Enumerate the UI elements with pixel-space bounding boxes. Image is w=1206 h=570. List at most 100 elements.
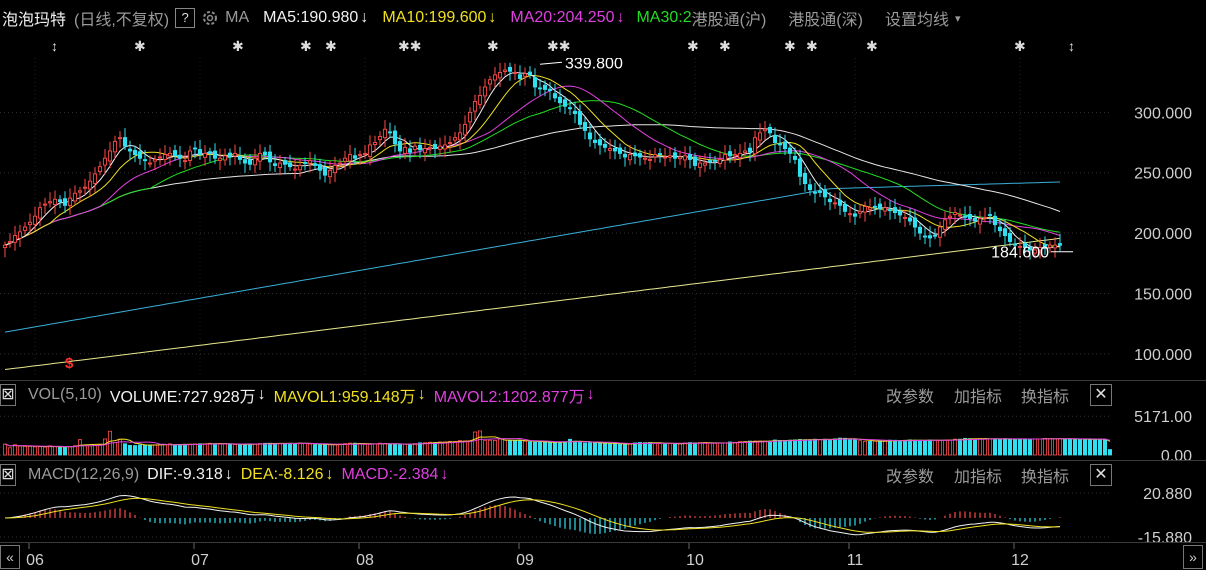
scroll-left-icon[interactable]: « (0, 545, 20, 569)
event-star-icon[interactable]: ✱ (325, 38, 337, 54)
candle (197, 149, 203, 156)
volume-bar (297, 442, 302, 456)
event-star-icon[interactable]: ✱ (866, 38, 878, 54)
macd-title[interactable]: MACD(12,26,9) (28, 466, 140, 483)
volume-bar (497, 438, 502, 456)
volume-bar (1028, 438, 1033, 456)
up-down-marker-icon[interactable]: ↕ (51, 38, 58, 54)
candle (117, 137, 123, 140)
volume-bar (432, 442, 437, 456)
volume-bar (833, 438, 838, 456)
volume-bar (668, 443, 673, 456)
candle (57, 199, 63, 203)
scroll-right-icon[interactable]: » (1183, 545, 1203, 569)
event-star-icon[interactable]: ✱✱ (398, 38, 422, 54)
candle (52, 198, 58, 206)
candle (957, 214, 963, 217)
volume-bar (422, 442, 427, 456)
swap-indicator-button[interactable]: 换指标 (1021, 469, 1070, 486)
volume-bar (628, 443, 633, 456)
candle (172, 150, 178, 157)
volume-bar (357, 443, 362, 456)
volume-bar (883, 440, 888, 456)
dea-line (4, 497, 1061, 533)
event-star-icon[interactable]: ✱ (784, 38, 796, 54)
close-icon[interactable]: ✕ (1090, 464, 1112, 486)
collapse-icon[interactable]: ⊠ (0, 464, 16, 486)
volume-bar (1063, 438, 1068, 456)
candle (322, 167, 328, 176)
candlestick-chart[interactable]: 300.000 250.000 200.000 150.000 100.000 339.8… (0, 58, 1206, 378)
event-star-icon[interactable]: ✱ (300, 38, 312, 54)
volume-bar (33, 446, 38, 456)
volume-bar (267, 442, 272, 456)
candle (572, 110, 578, 114)
up-down-marker-icon[interactable]: ↕ (1068, 38, 1075, 54)
event-star-icon[interactable]: ✱ (487, 38, 499, 54)
candle (467, 111, 473, 123)
candle (97, 166, 103, 173)
volume-bar (713, 442, 718, 456)
candle (927, 235, 933, 239)
volume-bar (452, 441, 457, 456)
add-indicator-button[interactable]: 加指标 (954, 469, 1003, 486)
candle (307, 160, 313, 164)
candle (457, 132, 463, 141)
ma5-value: MA5:190.980 (263, 9, 359, 26)
event-star-icon[interactable]: ✱ (719, 38, 731, 54)
macd-chart[interactable]: 20.880 -15.880 (0, 488, 1206, 542)
volume-bar (913, 439, 918, 456)
close-icon[interactable]: ✕ (1090, 384, 1112, 406)
volume-bar (933, 439, 938, 456)
hk-connect-sz-button[interactable]: 港股通(深) (788, 12, 863, 29)
candle (312, 163, 318, 166)
volume-chart[interactable]: 5171.00 0.00 (0, 408, 1206, 460)
volume-bar (38, 446, 43, 456)
volume-bar (317, 444, 322, 456)
volume-bar (723, 442, 728, 456)
candle (777, 143, 783, 146)
collapse-icon[interactable]: ⊠ (0, 384, 16, 406)
set-ma-button[interactable]: 设置均线 (884, 12, 949, 29)
event-star-icon[interactable]: ✱ (232, 38, 244, 54)
event-star-icon[interactable]: ✱✱ (547, 38, 571, 54)
volume-bar (257, 443, 262, 456)
stock-name[interactable]: 泡泡玛特 (2, 12, 67, 29)
candle (642, 157, 648, 160)
candle (282, 160, 288, 165)
vol-title[interactable]: VOL(5,10) (28, 386, 102, 403)
candle (267, 151, 273, 163)
volume-bar (202, 443, 207, 456)
candle (417, 144, 423, 151)
event-star-icon[interactable]: ✱ (687, 38, 699, 54)
event-star-icon[interactable]: ✱ (1014, 38, 1026, 54)
candle (627, 154, 633, 161)
volume-bar (1108, 449, 1113, 456)
volume-bar (437, 441, 442, 456)
candle (412, 145, 418, 150)
period-mode[interactable]: (日线,不复权) (74, 12, 170, 29)
candle (72, 192, 78, 202)
caret-down-icon[interactable]: ▾ (954, 12, 961, 25)
volume-bar (798, 439, 803, 456)
volume-bar (743, 441, 748, 456)
volume-bar (648, 442, 653, 456)
volume-bar (367, 444, 372, 456)
volume-bar (903, 439, 908, 456)
event-star-icon[interactable]: ✱ (134, 38, 146, 54)
volume-bar (653, 442, 658, 456)
gear-icon[interactable] (201, 9, 219, 27)
swap-indicator-button[interactable]: 换指标 (1021, 389, 1070, 406)
low-label: 184.600 (991, 245, 1049, 262)
add-indicator-button[interactable]: 加指标 (954, 389, 1003, 406)
hk-connect-sh-button[interactable]: 港股通(沪) (691, 12, 767, 29)
volume-bar (868, 441, 873, 456)
help-icon[interactable]: ? (175, 8, 196, 28)
volume-bar (573, 440, 578, 456)
volume-bar (718, 442, 723, 456)
event-star-icon[interactable]: ✱ (806, 38, 818, 54)
edit-params-button[interactable]: 改参数 (886, 469, 935, 486)
edit-params-button[interactable]: 改参数 (886, 389, 935, 406)
volume-bar (322, 444, 327, 456)
volume-bar (78, 439, 83, 456)
